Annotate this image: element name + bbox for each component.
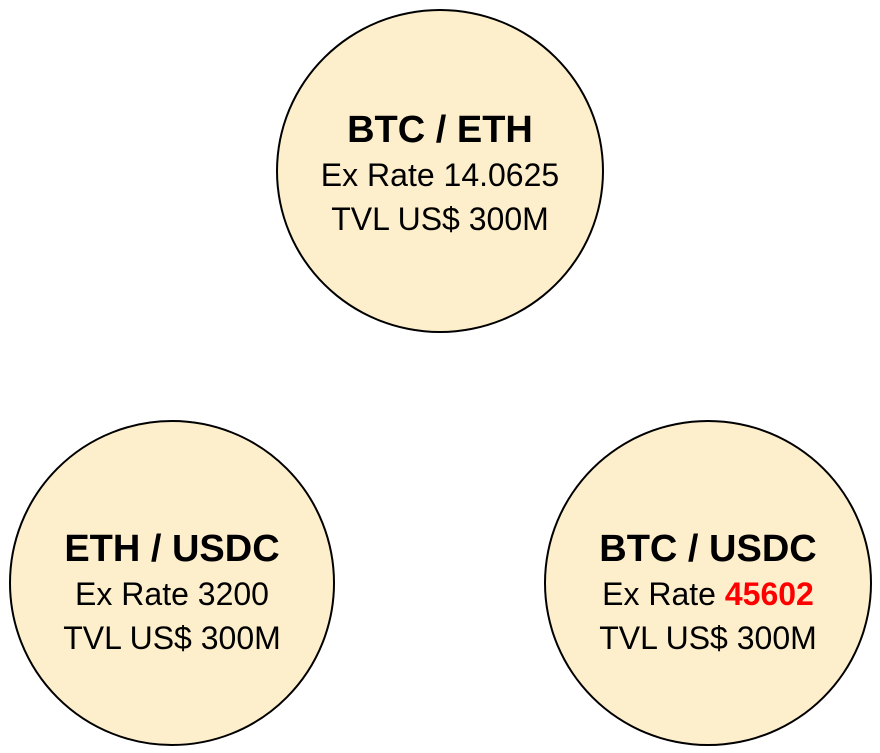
pool-circle-btc-usdc: BTC / USDC Ex Rate 45602 TVL US$ 300M <box>544 420 872 746</box>
pool-pair-title: ETH / USDC <box>64 528 280 570</box>
exchange-rate-label: Ex Rate <box>75 576 189 612</box>
pool-tvl: TVL US$ 300M <box>599 620 817 656</box>
pool-tvl: TVL US$ 300M <box>331 201 549 237</box>
pool-exchange-rate: Ex Rate 14.0625 <box>321 153 559 197</box>
pool-circle-btc-eth: BTC / ETH Ex Rate 14.0625 TVL US$ 300M <box>276 9 604 333</box>
exchange-rate-value: 14.0625 <box>443 157 560 193</box>
pool-exchange-rate: Ex Rate 45602 <box>602 572 814 616</box>
pool-tvl: TVL US$ 300M <box>63 620 281 656</box>
exchange-rate-value: 45602 <box>724 576 814 612</box>
pool-exchange-rate: Ex Rate 3200 <box>75 572 269 616</box>
exchange-rate-label: Ex Rate <box>602 576 716 612</box>
pool-pair-title: BTC / ETH <box>347 109 533 151</box>
pool-pair-title: BTC / USDC <box>599 528 817 570</box>
exchange-rate-value: 3200 <box>197 576 269 612</box>
exchange-rate-label: Ex Rate <box>320 157 435 193</box>
pool-circle-eth-usdc: ETH / USDC Ex Rate 3200 TVL US$ 300M <box>9 420 335 746</box>
